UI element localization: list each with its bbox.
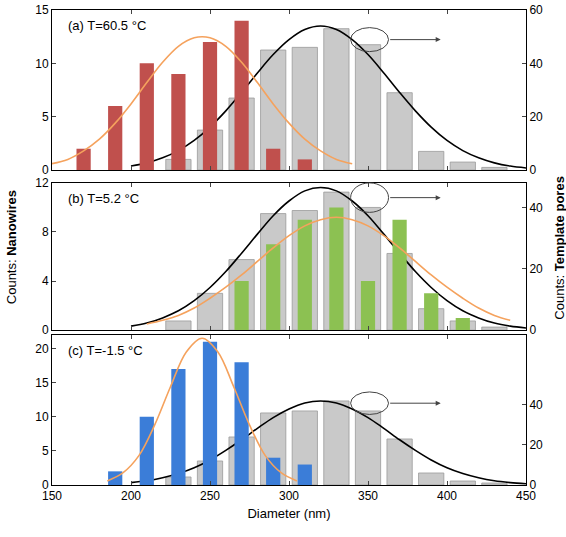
svg-text:Counts: Nanowires: Counts: Nanowires [4, 190, 19, 304]
svg-text:40: 40 [529, 398, 543, 412]
svg-text:5: 5 [42, 444, 49, 458]
svg-text:350: 350 [358, 489, 378, 503]
svg-text:(b) T=5.2 °C: (b) T=5.2 °C [68, 191, 139, 206]
svg-text:12: 12 [35, 176, 49, 190]
svg-text:(c) T=-1.5 °C: (c) T=-1.5 °C [68, 343, 143, 358]
svg-text:0: 0 [529, 163, 536, 177]
svg-text:400: 400 [437, 489, 457, 503]
svg-text:5: 5 [42, 110, 49, 124]
svg-text:0: 0 [42, 323, 49, 337]
svg-text:(a) T=60.5 °C: (a) T=60.5 °C [68, 18, 146, 33]
svg-text:20: 20 [529, 262, 543, 276]
svg-text:150: 150 [42, 489, 62, 503]
svg-text:300: 300 [279, 489, 299, 503]
svg-text:60: 60 [529, 3, 543, 17]
svg-text:200: 200 [121, 489, 141, 503]
svg-text:0: 0 [529, 478, 536, 492]
svg-text:20: 20 [529, 110, 543, 124]
svg-text:10: 10 [35, 57, 49, 71]
svg-text:0: 0 [529, 323, 536, 337]
svg-text:15: 15 [35, 376, 49, 390]
svg-text:Counts: Template pores: Counts: Template pores [552, 176, 566, 320]
svg-text:4: 4 [42, 274, 49, 288]
svg-text:Diameter (nm): Diameter (nm) [247, 506, 330, 521]
svg-text:40: 40 [529, 201, 543, 215]
svg-text:15: 15 [35, 3, 49, 17]
svg-text:450: 450 [516, 489, 536, 503]
svg-text:0: 0 [42, 163, 49, 177]
svg-text:0: 0 [42, 478, 49, 492]
svg-text:20: 20 [35, 342, 49, 356]
svg-text:40: 40 [529, 57, 543, 71]
svg-text:250: 250 [200, 489, 220, 503]
svg-text:20: 20 [529, 438, 543, 452]
svg-text:10: 10 [35, 410, 49, 424]
svg-text:8: 8 [42, 225, 49, 239]
